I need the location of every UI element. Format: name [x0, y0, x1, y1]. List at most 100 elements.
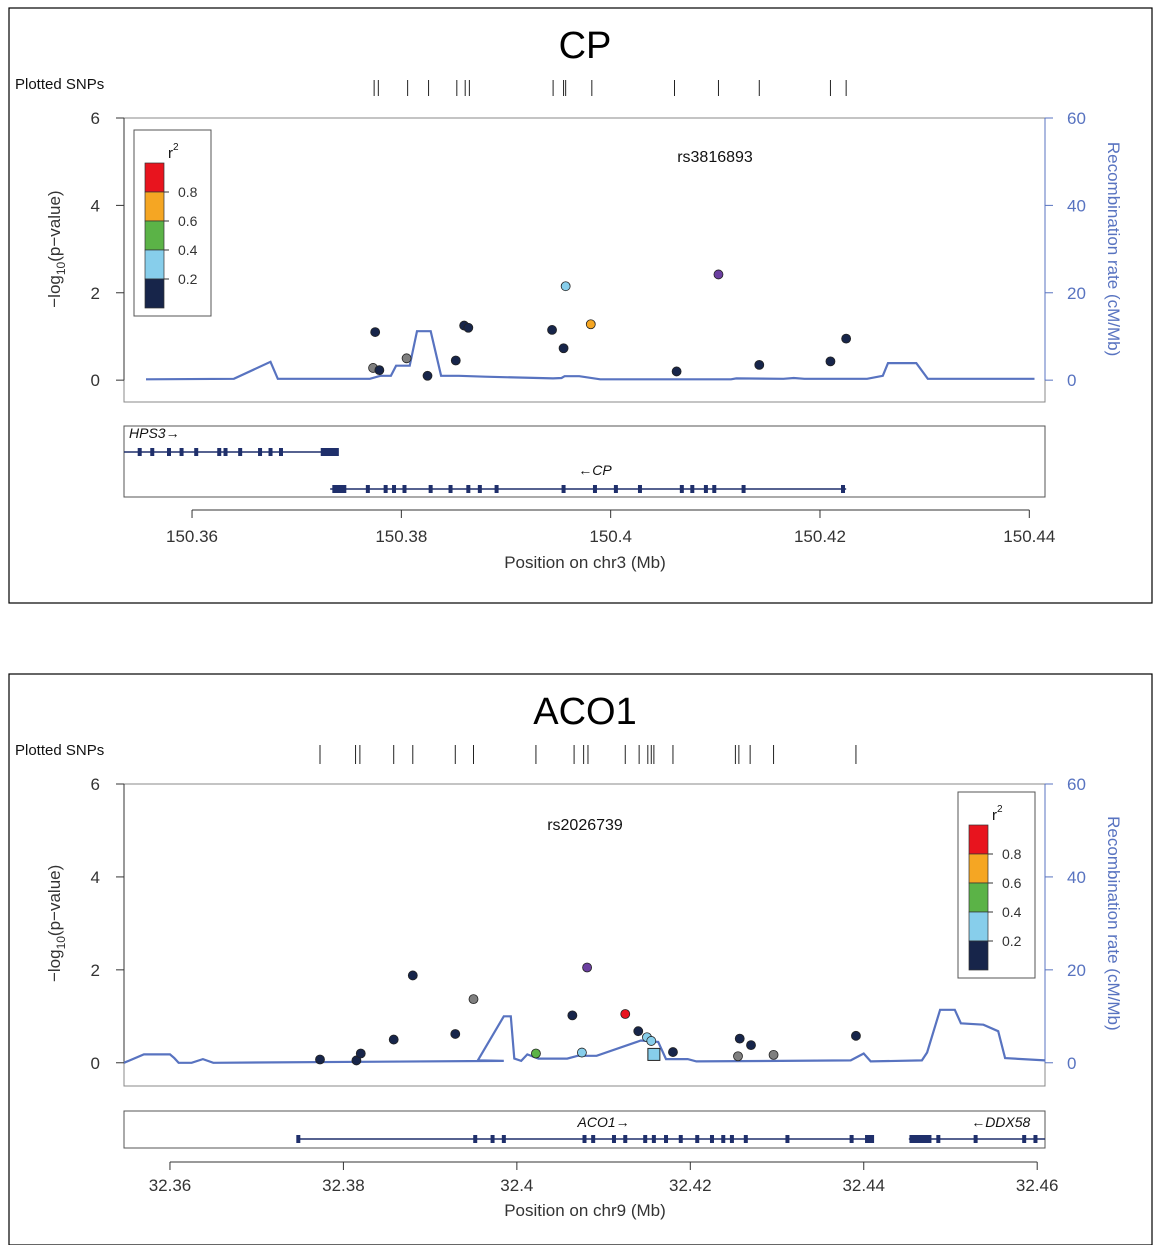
x-tick-label: 32.36: [149, 1176, 192, 1195]
snp-point-square: [647, 1047, 661, 1061]
y2-axis-label: Recombination rate (cM/Mb): [1104, 816, 1123, 1030]
snp-point: [733, 1051, 743, 1062]
snp-point: [422, 370, 433, 381]
legend-swatch: [144, 162, 165, 193]
snp-point: [646, 1036, 657, 1046]
chart-title: ACO1: [533, 691, 636, 733]
gene-exon: [664, 1135, 669, 1143]
chart-panel-0: CP Plotted SNPs 0 2 4 6 −log10(p−value) 0 20 40 60…: [8, 7, 1153, 604]
legend-title: r2: [168, 142, 179, 162]
snp-point: [374, 365, 385, 376]
y2-tick-label: 20: [1067, 284, 1086, 303]
snp-point: [768, 1049, 779, 1060]
legend-label: 0.8: [1002, 846, 1022, 862]
gene-exon: [582, 1135, 587, 1143]
snp-point: [463, 322, 474, 333]
legend-label: 0.4: [178, 242, 198, 258]
snp-point: [582, 962, 593, 973]
y2-tick-label: 60: [1067, 109, 1086, 128]
y2-tick-label: 0: [1067, 1054, 1076, 1073]
legend-title-sup: 2: [997, 804, 1003, 815]
gene-exon: [268, 448, 273, 456]
gene-exon: [217, 448, 222, 456]
gene-exon: [721, 1135, 726, 1143]
snp-point: [450, 1029, 461, 1039]
gene-exon: [709, 1135, 714, 1143]
legend-label: 0.2: [1002, 933, 1022, 949]
r2-legend: r2 0.8 0.6 0.4 0.2: [133, 129, 212, 317]
legend-title-main: r: [992, 807, 997, 824]
gene-exon: [712, 485, 717, 493]
panel-frame: [8, 7, 1153, 604]
snp-track-label: Plotted SNPs: [15, 76, 104, 93]
gene-exon: [841, 485, 846, 493]
gene-exon: [150, 448, 155, 456]
gene-exon: [591, 1135, 596, 1143]
y-axis-label: −log10(p−value): [45, 190, 68, 307]
x-tick-label: 150.36: [166, 527, 218, 546]
y-tick-label: 6: [91, 109, 100, 128]
gene-exon: [466, 485, 471, 493]
gene-exon: [238, 448, 243, 456]
gene-label: HPS3→: [129, 425, 180, 441]
gene-exon: [402, 485, 407, 493]
gene-utr: [909, 1135, 932, 1143]
y-axis-label-sub: 10: [54, 261, 68, 275]
y-tick-label: 6: [91, 775, 100, 794]
gene-exon: [973, 1135, 978, 1143]
gene-exon: [936, 1135, 941, 1143]
gene-exon: [296, 1135, 301, 1143]
y-tick-label: 0: [91, 1054, 100, 1073]
x-tick-label: 32.42: [669, 1176, 712, 1195]
legend-title-main: r: [168, 145, 173, 162]
x-tick-label: 32.4: [500, 1176, 533, 1195]
snp-point: [633, 1026, 644, 1037]
legend-swatch: [968, 911, 989, 942]
legend-label: 0.2: [178, 271, 198, 287]
top-snp-label: rs3816893: [677, 149, 753, 166]
x-tick-label: 32.38: [322, 1176, 365, 1195]
gene-exon: [278, 448, 283, 456]
snp-point: [547, 325, 557, 335]
top-snp-label: rs2026739: [547, 817, 623, 834]
gene-cp: ←CP: [330, 462, 847, 493]
gene-exon: [392, 485, 397, 493]
gene-exon: [623, 1135, 628, 1143]
y2-axis-label: Recombination rate (cM/Mb): [1104, 142, 1123, 356]
gene-exon: [743, 1135, 748, 1143]
chart-title: CP: [559, 25, 612, 67]
snp-point: [468, 994, 479, 1005]
y-tick-label: 4: [91, 196, 100, 215]
recombination-line: [145, 330, 1035, 381]
gene-exon: [729, 1135, 734, 1143]
legend-swatch: [144, 220, 165, 251]
legend-title-sup: 2: [173, 142, 179, 153]
y-tick-label: 2: [91, 961, 100, 980]
y-axis-label-sub: 10: [54, 936, 68, 950]
snp-point: [388, 1034, 399, 1045]
y2-tick-label: 40: [1067, 196, 1086, 215]
snp-point: [450, 355, 461, 366]
legend-swatch: [144, 191, 165, 222]
snp-point: [370, 327, 381, 337]
legend-label: 0.4: [1002, 904, 1022, 920]
gene-track: [123, 425, 1046, 498]
gene-hps3: HPS3→: [124, 425, 339, 456]
snp-point: [734, 1033, 745, 1044]
legend-swatch: [968, 882, 989, 913]
y-tick-label: 4: [91, 868, 100, 887]
snp-point: [560, 281, 571, 292]
legend-title: r2: [992, 804, 1003, 824]
legend-swatch: [968, 824, 989, 855]
snp-track-label: Plotted SNPs: [15, 742, 104, 759]
gene-exon: [365, 485, 370, 493]
x-axis-label: Position on chr3 (Mb): [504, 553, 666, 572]
gene-exon: [258, 448, 263, 456]
snp-point: [746, 1040, 756, 1051]
x-tick-label: 32.46: [1016, 1176, 1059, 1195]
snp-point: [407, 970, 418, 981]
gene-exon: [637, 485, 642, 493]
legend-swatch: [144, 249, 165, 280]
gene-exon: [613, 485, 618, 493]
